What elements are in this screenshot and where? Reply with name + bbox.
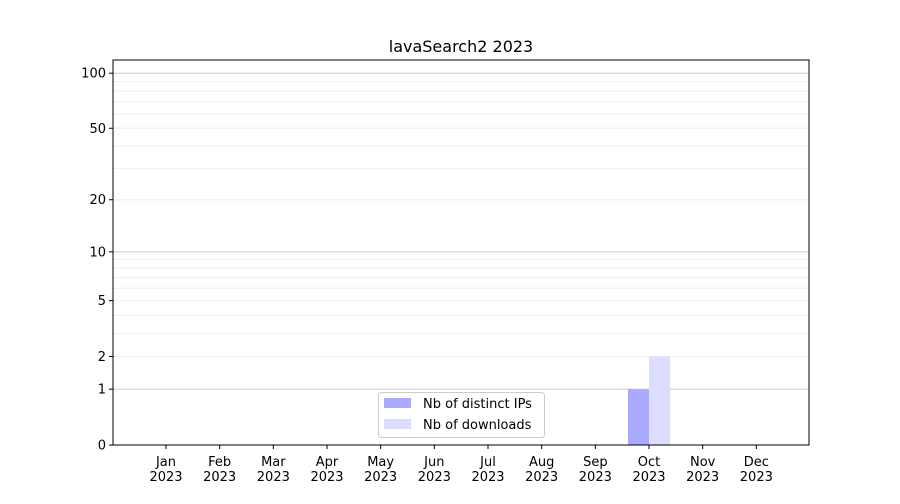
x-tick-label: 2023 xyxy=(686,470,719,485)
x-tick-label: 2023 xyxy=(149,470,182,485)
x-tick-label: Feb xyxy=(208,455,231,470)
x-tick-label: 2023 xyxy=(632,470,665,485)
x-tick-label: Jul xyxy=(479,455,496,470)
x-tick-label: Nov xyxy=(690,455,716,470)
x-tick-label: Apr xyxy=(316,455,339,470)
chart-title: lavaSearch2 2023 xyxy=(389,37,533,56)
x-tick-label: 2023 xyxy=(203,470,236,485)
x-tick-label: 2023 xyxy=(525,470,558,485)
y-tick-label: 10 xyxy=(89,245,106,260)
x-tick-label: 2023 xyxy=(740,470,773,485)
x-tick-label: Jun xyxy=(423,455,444,470)
x-tick-label: 2023 xyxy=(310,470,343,485)
y-tick-label: 1 xyxy=(98,383,106,398)
y-tick-label: 0 xyxy=(98,439,106,454)
y-tick-label: 20 xyxy=(89,193,106,208)
x-tick-label: 2023 xyxy=(418,470,451,485)
legend: Nb of distinct IPs Nb of downloads xyxy=(378,392,545,438)
legend-label: Nb of downloads xyxy=(423,418,532,433)
legend-box xyxy=(378,392,545,438)
y-tick-label: 100 xyxy=(81,67,106,82)
x-tick-label: 2023 xyxy=(364,470,397,485)
x-tick-label: 2023 xyxy=(579,470,612,485)
x-tick-label: Dec xyxy=(744,455,769,470)
plot-frame xyxy=(112,59,810,446)
y-tick-label: 5 xyxy=(98,294,106,309)
x-tick-label: Sep xyxy=(583,455,608,470)
bar-downloads xyxy=(649,356,670,445)
x-tick-label: Aug xyxy=(529,455,554,470)
x-tick-label: May xyxy=(367,455,394,470)
y-tick-label: 50 xyxy=(89,122,106,137)
x-tick-label: Mar xyxy=(261,455,286,470)
x-tick-label: 2023 xyxy=(257,470,290,485)
bar-distinct-ips xyxy=(628,389,649,445)
x-tick-label: Jan xyxy=(155,455,176,470)
legend-swatch xyxy=(384,419,411,429)
x-tick-label: 2023 xyxy=(471,470,504,485)
legend-label: Nb of distinct IPs xyxy=(423,397,532,412)
legend-swatch xyxy=(384,398,411,408)
y-tick-label: 2 xyxy=(98,350,106,365)
x-tick-label: Oct xyxy=(638,455,660,470)
